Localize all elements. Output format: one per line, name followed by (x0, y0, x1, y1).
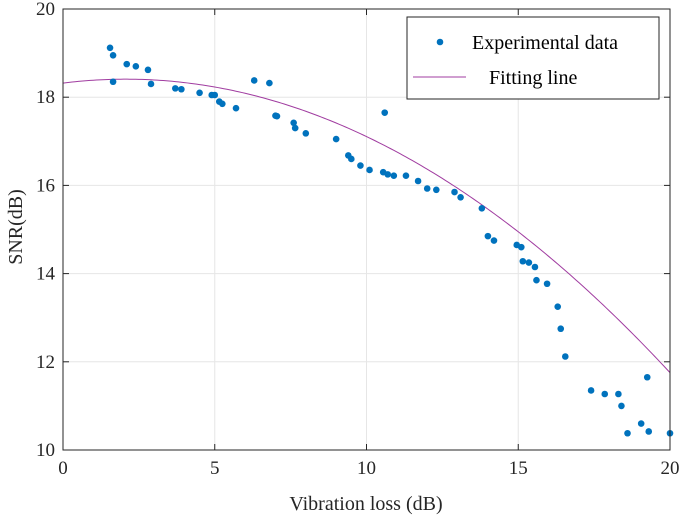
data-point (451, 188, 458, 196)
data-point (423, 185, 431, 192)
data-point (624, 429, 631, 437)
y-tick-label: 20 (36, 0, 55, 20)
axes (62, 8, 671, 451)
data-point (645, 428, 653, 435)
data-point (414, 177, 422, 185)
y-axis-label: SNR(dB) (5, 189, 27, 265)
y-tick-label: 16 (36, 175, 55, 196)
data-point (531, 263, 539, 271)
data-point (561, 353, 569, 360)
tick-labels: 0 5 10 15 20 10 12 14 16 18 20 (36, 0, 680, 479)
data-point (618, 402, 625, 410)
x-tick-label: 10 (357, 458, 376, 479)
data-point (643, 373, 651, 381)
data-point (601, 390, 609, 398)
data-point (211, 91, 219, 99)
data-point (291, 124, 299, 132)
x-tick-label: 15 (509, 458, 528, 479)
data-point (109, 78, 117, 86)
data-point (490, 237, 498, 244)
data-point (273, 112, 281, 120)
data-point (123, 60, 131, 68)
data-point (366, 166, 373, 174)
fitting-line (62, 78, 671, 373)
x-tick-label: 0 (58, 458, 68, 479)
data-point (484, 232, 492, 240)
data-point (219, 100, 226, 108)
x-axis-label: Vibration loss (dB) (289, 493, 442, 515)
data-point (519, 257, 527, 265)
data-point (478, 205, 486, 212)
y-tick-label: 12 (36, 352, 55, 373)
data-point (109, 52, 117, 59)
data-point (533, 276, 540, 284)
data-point (348, 155, 355, 163)
data-point (144, 66, 152, 74)
data-point (384, 171, 392, 178)
data-point (196, 89, 203, 97)
x-tick-label: 20 (661, 458, 680, 479)
data-point (232, 104, 240, 112)
y-tick-label: 14 (36, 264, 56, 285)
data-point (381, 109, 389, 116)
data-point (554, 303, 562, 310)
data-point (587, 387, 595, 394)
data-point (172, 85, 179, 92)
data-point (517, 243, 525, 251)
legend-label-experimental: Experimental data (472, 32, 618, 54)
data-point (457, 194, 464, 201)
data-point (402, 172, 410, 179)
scatter-points (106, 44, 674, 437)
data-point (390, 172, 398, 179)
data-point (615, 390, 622, 398)
data-point (332, 135, 340, 143)
legend-box (406, 16, 660, 100)
x-tick-label: 5 (210, 458, 220, 479)
legend-label-fitting: Fitting line (489, 67, 577, 89)
data-point (178, 85, 185, 93)
data-point (637, 420, 645, 427)
data-point (147, 80, 155, 88)
data-point (266, 79, 273, 87)
data-point (290, 119, 297, 127)
data-point (132, 63, 140, 70)
data-point (250, 77, 258, 84)
data-point (106, 44, 114, 52)
legend: Experimental data Fitting line (406, 16, 660, 100)
data-point (433, 186, 440, 194)
data-point (302, 130, 310, 137)
data-point (525, 259, 533, 266)
data-point (557, 325, 565, 333)
y-tick-label: 10 (36, 440, 55, 461)
y-tick-label: 18 (36, 87, 55, 108)
data-point (357, 162, 364, 169)
data-point (543, 280, 551, 288)
legend-marker-experimental (436, 38, 444, 46)
fit-line-group (62, 78, 671, 373)
